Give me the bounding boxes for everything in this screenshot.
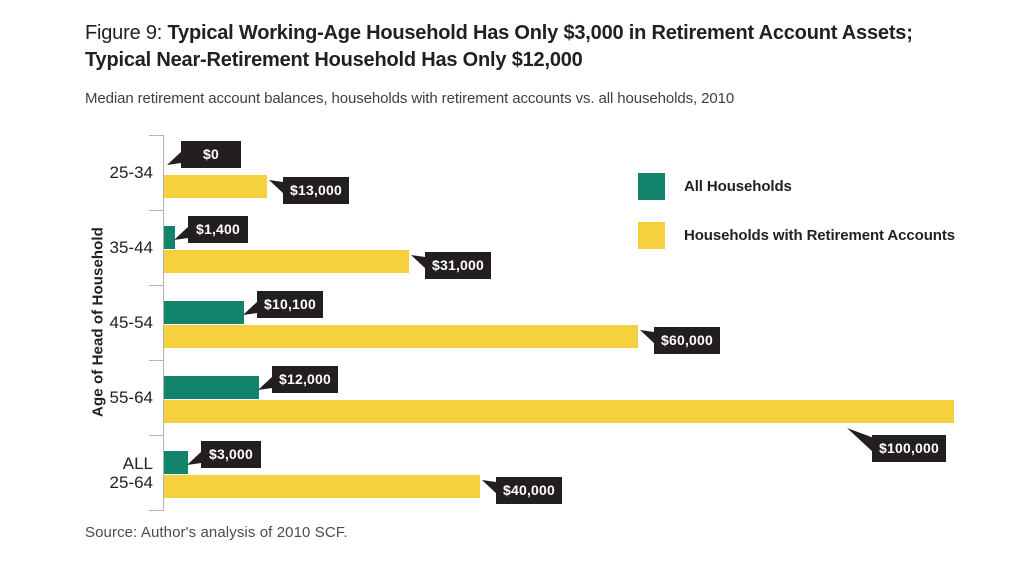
axis-tick [149,435,164,436]
bar-retirement-accounts-25-34 [164,175,267,198]
source-note: Source: Author's analysis of 2010 SCF. [85,524,348,541]
tick-label-55-64: 55-64 [109,388,153,407]
callout-value: $100,000 [879,440,939,456]
tick-label-45-54: 45-54 [109,313,153,332]
callout-value: $1,400 [195,221,241,237]
data-label-all-households-35-44: $1,400 [174,216,248,243]
bar-retirement-accounts-45-54 [164,325,638,348]
axis-tick [149,135,164,136]
callout-value: $12,000 [279,371,332,387]
callout-pointer [174,226,189,240]
legend-swatch-all-households [638,173,665,200]
callout-pointer [269,180,284,194]
callout-value: $31,000 [432,257,485,273]
callout-pointer [167,151,182,165]
data-label-all-households-45-54: $10,100 [243,291,324,318]
axis-tick [149,510,164,511]
callout-value: $60,000 [661,332,714,348]
legend-item-retirement-accounts: Households with Retirement Accounts [638,222,955,249]
bar-all-households-all-25-64 [164,451,188,474]
data-label-retirement-accounts-25-34: $13,000 [269,177,350,204]
figure-header: Figure 9: Typical Working-Age Household … [85,20,995,74]
callout-value: $10,100 [264,296,317,312]
callout-value: $3,000 [208,446,254,462]
callout-pointer [482,480,497,494]
legend-item-all-households: All Households [638,173,955,200]
axis-tick [149,285,164,286]
callout-pointer [411,255,426,269]
bar-all-households-35-44 [164,226,175,249]
callout-pointer [258,376,273,390]
data-label-all-households-25-34: $0 [167,141,241,168]
bar-retirement-accounts-55-64 [164,400,954,423]
tick-label-all-25-64: ALL 25-64 [109,453,153,492]
legend-label-all-households: All Households [684,178,792,195]
chart-subtitle: Median retirement account balances, hous… [85,90,735,107]
figure-title-line2: Typical Near-Retirement Household Has On… [85,49,583,71]
figure-title-line1: Typical Working-Age Household Has Only $… [167,22,913,44]
callout-pointer [243,301,258,315]
tick-label-25-34: 25-34 [109,163,153,182]
callout-value: $13,000 [290,182,343,198]
data-label-retirement-accounts-45-54: $60,000 [640,327,721,354]
data-label-retirement-accounts-35-44: $31,000 [411,252,492,279]
data-label-retirement-accounts-all-25-64: $40,000 [482,477,563,504]
figure-title: Figure 9: Typical Working-Age Household … [85,20,995,74]
callout-pointer [187,451,202,465]
plot-area: 25-34 $0 $13,000 35-44 $1,400 $31,000 45-54 $10… [110,135,984,511]
data-label-retirement-accounts-55-64: $100,000 [847,428,946,462]
callout-value: $40,000 [503,482,556,498]
callout-pointer [640,330,655,344]
axis-tick [149,360,164,361]
legend-label-retirement-accounts: Households with Retirement Accounts [684,227,955,244]
figure-number: Figure 9: [85,22,168,44]
legend-swatch-retirement-accounts [638,222,665,249]
bar-retirement-accounts-35-44 [164,250,409,273]
bar-all-households-55-64 [164,376,259,399]
data-label-all-households-all-25-64: $3,000 [187,441,261,468]
legend: All Households Households with Retiremen… [638,173,955,249]
data-label-all-households-55-64: $12,000 [258,366,339,393]
axis-tick [149,210,164,211]
callout-pointer [847,428,874,453]
tick-label-35-44: 35-44 [109,238,153,257]
bar-retirement-accounts-all-25-64 [164,475,480,498]
bar-all-households-45-54 [164,301,244,324]
callout-value: $0 [203,146,219,162]
